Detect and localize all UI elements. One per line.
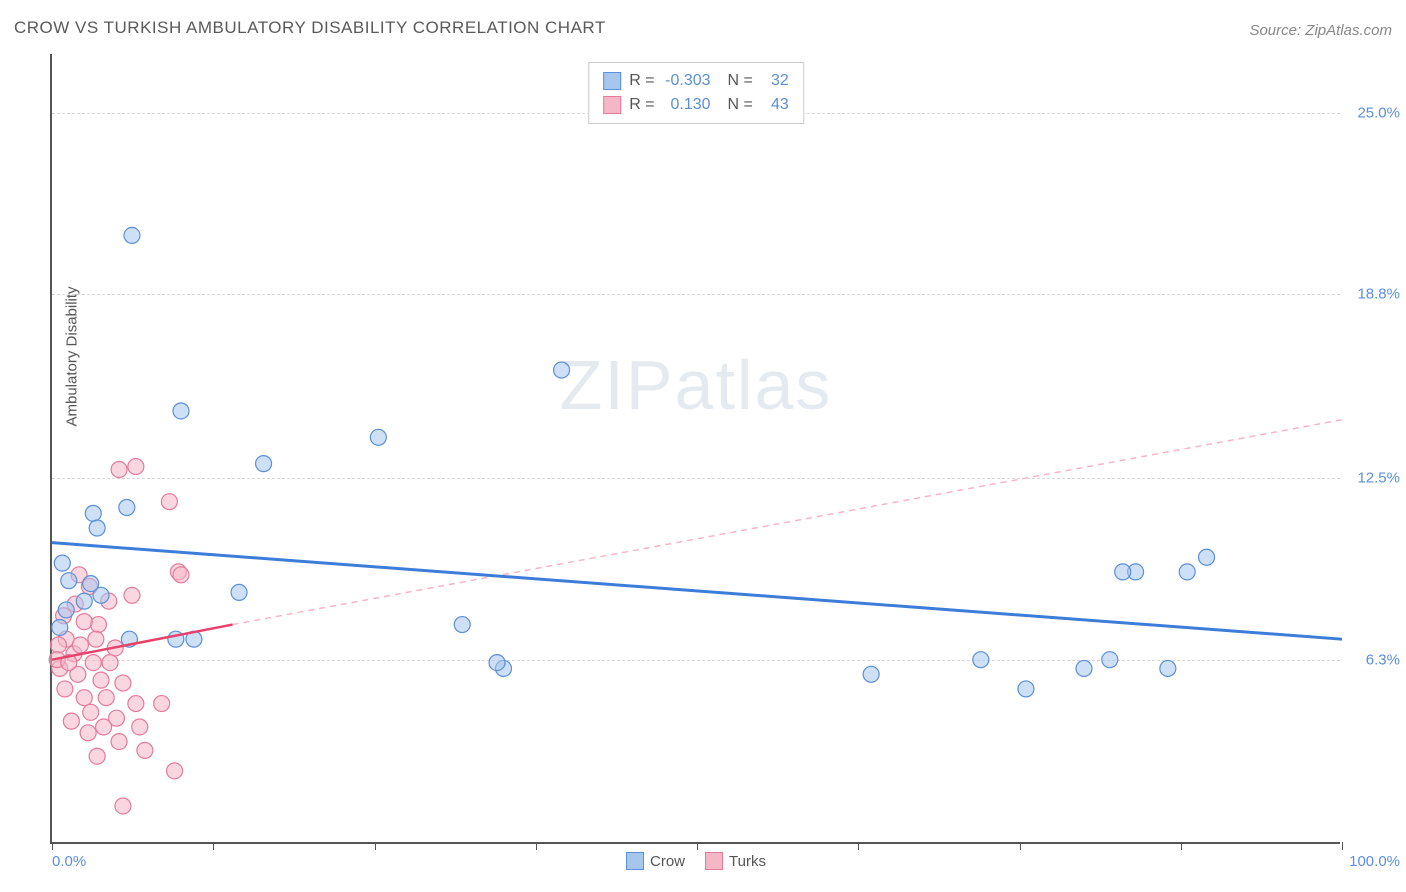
legend-series: Crow Turks xyxy=(626,852,766,870)
data-point-crow xyxy=(54,555,70,571)
data-point-crow xyxy=(124,227,140,243)
x-tick xyxy=(1181,842,1182,850)
x-tick xyxy=(536,842,537,850)
data-point-turks xyxy=(128,459,144,475)
legend-label-crow: Crow xyxy=(650,853,685,870)
data-point-turks xyxy=(102,655,118,671)
y-tick-label: 25.0% xyxy=(1357,104,1400,121)
data-point-turks xyxy=(57,681,73,697)
data-point-turks xyxy=(173,567,189,583)
data-point-crow xyxy=(973,652,989,668)
data-point-crow xyxy=(1102,652,1118,668)
data-point-turks xyxy=(90,617,106,633)
data-point-crow xyxy=(173,403,189,419)
trend-line-turks-ext xyxy=(233,420,1342,625)
data-point-turks xyxy=(128,696,144,712)
x-tick xyxy=(697,842,698,850)
x-tick xyxy=(375,842,376,850)
data-point-turks xyxy=(83,704,99,720)
legend-n-turks: 43 xyxy=(761,93,789,117)
legend-swatch-turks xyxy=(603,96,621,114)
data-point-turks xyxy=(50,637,66,653)
data-point-turks xyxy=(72,637,88,653)
legend-r-label: R = xyxy=(629,69,654,93)
data-point-crow xyxy=(85,505,101,521)
data-point-turks xyxy=(115,798,131,814)
data-point-crow xyxy=(1076,660,1092,676)
x-tick xyxy=(858,842,859,850)
y-tick-label: 18.8% xyxy=(1357,285,1400,302)
chart-title: CROW VS TURKISH AMBULATORY DISABILITY CO… xyxy=(14,18,606,38)
chart-source: Source: ZipAtlas.com xyxy=(1249,22,1392,39)
legend-n-crow: 32 xyxy=(761,69,789,93)
data-point-turks xyxy=(132,719,148,735)
legend-stats: R = -0.303 N = 32 R = 0.130 N = 43 xyxy=(588,62,804,124)
legend-stats-row-crow: R = -0.303 N = 32 xyxy=(603,69,789,93)
data-point-crow xyxy=(1018,681,1034,697)
data-point-turks xyxy=(161,494,177,510)
data-point-turks xyxy=(124,587,140,603)
data-point-crow xyxy=(89,520,105,536)
data-point-crow xyxy=(58,602,74,618)
legend-label-turks: Turks xyxy=(729,853,766,870)
y-tick-label: 12.5% xyxy=(1357,470,1400,487)
data-point-turks xyxy=(115,675,131,691)
x-axis-label-max: 100.0% xyxy=(1349,853,1400,870)
data-point-turks xyxy=(85,655,101,671)
x-tick xyxy=(213,842,214,850)
data-point-crow xyxy=(489,655,505,671)
data-point-crow xyxy=(370,429,386,445)
data-point-turks xyxy=(154,696,170,712)
legend-swatch-crow-bottom xyxy=(626,852,644,870)
legend-r-label: R = xyxy=(629,93,654,117)
data-point-turks xyxy=(98,690,114,706)
legend-item-crow: Crow xyxy=(626,852,685,870)
data-point-crow xyxy=(83,576,99,592)
legend-r-turks: 0.130 xyxy=(663,93,711,117)
data-point-crow xyxy=(52,619,68,635)
data-point-crow xyxy=(1160,660,1176,676)
data-point-crow xyxy=(119,500,135,516)
data-point-crow xyxy=(863,666,879,682)
data-point-crow xyxy=(1115,564,1131,580)
data-point-turks xyxy=(89,748,105,764)
data-point-crow xyxy=(454,617,470,633)
legend-swatch-turks-bottom xyxy=(705,852,723,870)
legend-n-label: N = xyxy=(719,69,753,93)
data-point-crow xyxy=(76,593,92,609)
legend-swatch-crow xyxy=(603,72,621,90)
legend-r-crow: -0.303 xyxy=(663,69,711,93)
legend-stats-row-turks: R = 0.130 N = 43 xyxy=(603,93,789,117)
data-point-turks xyxy=(80,725,96,741)
data-point-turks xyxy=(111,461,127,477)
scatter-svg xyxy=(52,54,1340,842)
data-point-turks xyxy=(93,672,109,688)
data-point-turks xyxy=(167,763,183,779)
data-point-crow xyxy=(1179,564,1195,580)
data-point-turks xyxy=(96,719,112,735)
x-tick xyxy=(1342,842,1343,850)
x-tick xyxy=(1020,842,1021,850)
x-tick xyxy=(52,842,53,850)
data-point-crow xyxy=(1199,549,1215,565)
data-point-crow xyxy=(256,456,272,472)
data-point-crow xyxy=(61,573,77,589)
x-axis-label-min: 0.0% xyxy=(52,853,86,870)
data-point-turks xyxy=(76,614,92,630)
data-point-crow xyxy=(554,362,570,378)
data-point-turks xyxy=(137,742,153,758)
plot-area: Ambulatory Disability ZIPatlas 6.3%12.5%… xyxy=(50,54,1340,844)
legend-n-label: N = xyxy=(719,93,753,117)
data-point-turks xyxy=(76,690,92,706)
y-tick-label: 6.3% xyxy=(1366,651,1400,668)
legend-item-turks: Turks xyxy=(705,852,766,870)
chart-container: CROW VS TURKISH AMBULATORY DISABILITY CO… xyxy=(0,0,1406,892)
data-point-crow xyxy=(231,584,247,600)
data-point-turks xyxy=(88,631,104,647)
data-point-turks xyxy=(63,713,79,729)
data-point-turks xyxy=(111,734,127,750)
